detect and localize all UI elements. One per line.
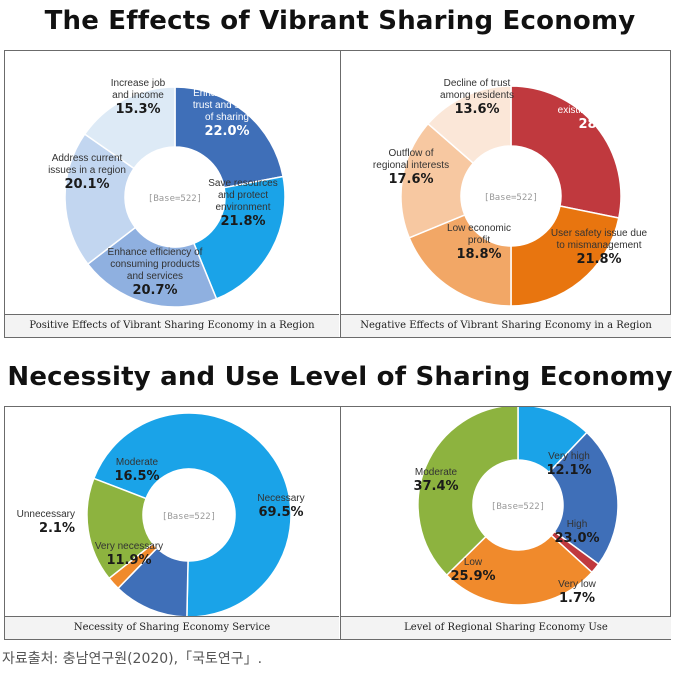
slice-category-label: environment (215, 202, 270, 213)
donut-slice (417, 407, 519, 577)
slice-category-label: High (567, 519, 588, 530)
slice-category-label: profit (468, 235, 490, 246)
slice-category-label: Outflow of (388, 148, 433, 159)
base-label: [Base=522] (148, 194, 202, 204)
slice-category-label: consuming products (110, 259, 200, 270)
donut-slice (510, 205, 620, 307)
slice-percent-label: 22.0% (204, 124, 249, 139)
donut-slice (92, 412, 292, 617)
slice-category-label: to mismanagement (556, 240, 641, 251)
donut-slice (86, 226, 218, 308)
slice-category-label: Enhance social (193, 88, 261, 99)
slice-category-label: Necessary (257, 493, 304, 504)
slice-percent-label: 20.1% (64, 177, 109, 192)
donut-slice (547, 431, 619, 566)
slice-category-label: and income (112, 90, 164, 101)
donut-slice (426, 85, 512, 165)
slice-category-label: of sharing (205, 112, 249, 123)
top-section-title: The Effects of Vibrant Sharing Economy (44, 6, 636, 36)
use-level-panel: [Base=522] Very high 12.1% High 23.0% Very lo… (340, 407, 671, 639)
slice-percent-label: 28.2% (578, 117, 623, 132)
slice-category-label: User safety issue due (551, 228, 648, 239)
donut-slice (510, 85, 622, 219)
slice-category-label: Save resources (208, 178, 277, 189)
negative-effects-caption: Negative Effects of Vibrant Sharing Econ… (341, 314, 671, 337)
slice-percent-label: 18.8% (456, 247, 501, 262)
slice-category-label: Very low (558, 579, 597, 590)
positive-effects-panel: [Base=522] Enhance social trust and sense o… (5, 51, 339, 337)
slice-category-label: Increase job (111, 78, 166, 89)
slice-category-label: Decline of trust (444, 78, 511, 89)
slice-percent-label: 21.8% (576, 252, 621, 267)
slice-percent-label: 1.7% (559, 591, 595, 606)
slice-category-label: Confliction with (567, 93, 634, 104)
slice-category-label: Very high (548, 451, 590, 462)
bottom-section-title: Necessity and Use Level of Sharing Econo… (7, 362, 673, 392)
donut-slice (64, 133, 137, 266)
source-note: 자료출처: 충남연구원(2020),「국토연구」. (2, 651, 263, 667)
slice-percent-label: 25.9% (450, 569, 495, 584)
slice-category-label: Enhance efficiency of (108, 247, 203, 258)
effects-panel-row: [Base=522] Enhance social trust and sense o… (4, 50, 671, 338)
slice-category-label: trust and sense (193, 100, 262, 111)
slice-percent-label: 20.7% (132, 283, 177, 298)
positive-effects-caption: Positive Effects of Vibrant Sharing Econ… (5, 314, 339, 337)
slice-percent-label: 21.8% (220, 214, 265, 229)
donut-slice (174, 86, 284, 189)
base-label: [Base=522] (491, 502, 545, 512)
slice-percent-label: 17.6% (388, 172, 433, 187)
slice-category-label: Unnecessary (17, 509, 75, 520)
base-label: [Base=522] (484, 193, 538, 203)
slice-percent-label: 16.5% (114, 469, 159, 484)
donut-slice (445, 534, 593, 606)
slice-percent-label: 23.0% (554, 531, 599, 546)
slice-category-label: Moderate (116, 457, 159, 468)
slice-category-label: existing businesses (558, 105, 645, 116)
slice-percent-label: 11.9% (106, 553, 151, 568)
necessity-panel: [Base=522] Necessary 69.5% Very necessary 11… (5, 407, 339, 639)
slice-category-label: issues in a region (48, 165, 126, 176)
slice-percent-label: 69.5% (258, 505, 303, 520)
necessity-panel-row: [Base=522] Necessary 69.5% Very necessary 11… (4, 406, 671, 640)
donut-slice (83, 86, 176, 170)
use-level-caption: Level of Regional Sharing Economy Use (341, 616, 671, 639)
slice-category-label: Low (464, 557, 483, 568)
slice-category-label: regional interests (373, 160, 449, 171)
base-label: [Base=522] (162, 512, 216, 522)
slice-category-label: Very necessary (95, 541, 163, 552)
necessity-caption: Necessity of Sharing Economy Service (5, 616, 339, 639)
slice-percent-label: 12.1% (546, 463, 591, 478)
slice-category-label: among residents (440, 90, 514, 101)
slice-percent-label: 15.3% (115, 102, 160, 117)
slice-percent-label: 13.6% (454, 102, 499, 117)
donut-slice (192, 175, 286, 300)
slice-category-label: Low economic (447, 223, 511, 234)
donut-slice (86, 477, 155, 580)
slice-category-label: Address current (52, 153, 123, 164)
slice-percent-label: 2.1% (39, 521, 75, 536)
slice-category-label: and services (127, 271, 183, 282)
negative-effects-panel: [Base=522] Confliction with existing busin… (340, 51, 671, 337)
slice-category-label: and protect (218, 190, 268, 201)
slice-percent-label: 37.4% (413, 479, 458, 494)
slice-category-label: Moderate (415, 467, 458, 478)
